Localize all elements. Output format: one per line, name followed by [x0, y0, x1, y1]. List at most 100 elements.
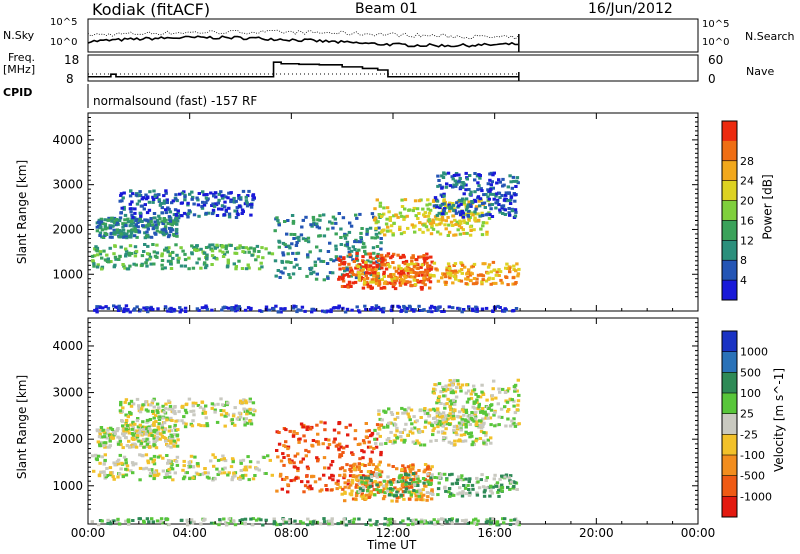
power-echo-cell	[408, 305, 412, 309]
velocity-echo-cell	[336, 522, 340, 526]
velocity-echo-cell	[240, 401, 244, 405]
velocity-echo-cell	[200, 400, 205, 404]
power-echo-cell	[222, 213, 227, 217]
velocity-echo-cell	[310, 474, 314, 478]
velocity-echo-cell	[489, 408, 494, 412]
velocity-echo-cell	[365, 429, 369, 433]
velocity-echo-cell	[372, 447, 376, 450]
power-echo-cell	[472, 277, 477, 280]
velocity-echo-cell	[165, 475, 169, 479]
velocity-echo-cell	[145, 426, 149, 430]
velocity-echo-cell	[416, 484, 420, 487]
velocity-echo-cell	[379, 470, 384, 474]
power-colorbar-frame	[721, 120, 738, 301]
velocity-echo-cell	[457, 475, 461, 479]
power-echo-cell	[162, 200, 167, 204]
power-echo-cell	[124, 234, 128, 238]
velocity-echo-cell	[429, 478, 434, 482]
velocity-echo-cell	[277, 442, 282, 446]
velocity-echo-cell	[401, 464, 405, 468]
velocity-echo-cell	[192, 413, 196, 417]
power-echo-cell	[459, 186, 463, 189]
power-echo-cell	[375, 245, 380, 248]
velocity-echo-cell	[191, 476, 195, 480]
power-echo-cell	[341, 279, 346, 283]
velocity-echo-cell	[508, 397, 512, 401]
velocity-echo-cell	[475, 420, 479, 424]
velocity-echo-cell	[374, 481, 378, 485]
velocity-echo-cell	[401, 481, 405, 485]
power-echo-cell	[151, 200, 155, 204]
velocity-echo-cell	[472, 388, 477, 392]
velocity-echo-cell	[378, 481, 382, 485]
velocity-echo-cell	[515, 408, 519, 412]
power-echo-cell	[337, 257, 341, 261]
power-echo-cell	[140, 263, 144, 267]
velocity-echo-cell	[490, 394, 494, 398]
velocity-echo-cell	[303, 484, 308, 488]
power-echo-cell	[404, 259, 409, 263]
power-echo-cell	[186, 201, 190, 205]
power-echo-cell	[283, 307, 287, 311]
power-echo-cell	[382, 275, 386, 278]
velocity-echo-cell	[154, 430, 158, 434]
power-echo-cell	[232, 196, 236, 200]
velocity-echo-cell	[117, 472, 122, 476]
power-echo-cell	[195, 244, 199, 248]
power-echo-cell	[338, 267, 342, 271]
power-echo-cell	[119, 194, 123, 197]
power-echo-cell	[513, 193, 517, 197]
velocity-echo-cell	[482, 494, 487, 498]
velocity-echo-cell	[402, 497, 406, 501]
velocity-echo-cell	[467, 493, 472, 497]
power-echo-cell	[331, 306, 336, 310]
power-echo-cell	[334, 244, 338, 248]
nsearch-tick-bottom: 10^0	[702, 37, 730, 48]
power-echo-cell	[264, 247, 268, 251]
power-echo-cell	[363, 245, 367, 249]
power-echo-cell	[495, 270, 499, 274]
power-echo-cell	[491, 281, 496, 285]
velocity-echo-cell	[152, 397, 156, 401]
power-echo-cell	[513, 199, 517, 203]
power-echo-cell	[448, 209, 452, 213]
power-echo-cell	[508, 213, 512, 217]
velocity-echo-cell	[185, 523, 190, 527]
power-echo-cell	[413, 283, 418, 286]
velocity-echo-cell	[239, 475, 243, 479]
power-echo-cell	[473, 212, 478, 216]
power-echo-cell	[462, 308, 466, 311]
velocity-echo-cell	[116, 517, 120, 521]
power-echo-cell	[429, 232, 434, 236]
power-echo-cell	[99, 220, 104, 224]
velocity-colorbar-segment	[722, 475, 737, 497]
velocity-echo-cell	[483, 488, 487, 492]
velocity-echo-cell	[403, 466, 407, 470]
power-echo-cell	[468, 216, 472, 219]
velocity-echo-cell	[490, 403, 494, 407]
power-echo-cell	[112, 265, 116, 269]
power-echo-cell	[436, 184, 440, 188]
velocity-echo-cell	[355, 478, 359, 482]
power-echo-cell	[98, 222, 102, 226]
velocity-echo-cell	[414, 518, 418, 522]
power-echo-cell	[137, 199, 141, 203]
power-echo-cell	[433, 215, 438, 219]
velocity-echo-cell	[116, 519, 120, 523]
velocity-echo-cell	[416, 477, 420, 481]
power-echo-cell	[127, 251, 131, 255]
velocity-echo-cell	[102, 462, 106, 466]
power-echo-cell	[457, 179, 461, 183]
velocity-echo-cell	[484, 431, 488, 435]
power-echo-cell	[406, 271, 410, 275]
velocity-echo-cell	[154, 414, 158, 418]
power-echo-cell	[418, 309, 422, 312]
power-echo-cell	[230, 306, 234, 309]
velocity-echo-cell	[379, 423, 383, 427]
velocity-ylabel: Slant Range [km]	[15, 374, 30, 480]
velocity-echo-cell	[386, 475, 390, 479]
power-echo-cell	[373, 216, 378, 220]
velocity-echo-cell	[106, 522, 110, 525]
power-echo-cell	[160, 211, 165, 215]
power-echo-cell	[139, 204, 144, 208]
